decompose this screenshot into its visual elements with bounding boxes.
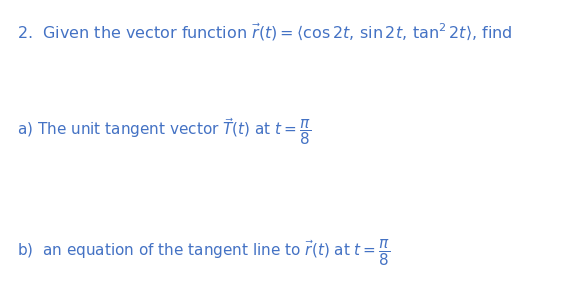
Text: a) The unit tangent vector $\vec{T}(t)$ at $t = \dfrac{\pi}{8}$: a) The unit tangent vector $\vec{T}(t)$ … [17,116,311,147]
Text: b)  an equation of the tangent line to $\vec{r}(t)$ at $t = \dfrac{\pi}{8}$: b) an equation of the tangent line to $\… [17,239,390,268]
Text: 2.  Given the vector function $\vec{r}(t) = \langle\cos 2t,\, \sin 2t,\, \tan^2 : 2. Given the vector function $\vec{r}(t)… [17,21,513,43]
